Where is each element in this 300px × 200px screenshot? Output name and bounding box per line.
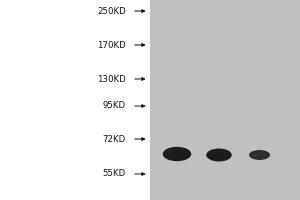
Ellipse shape	[163, 147, 191, 161]
Text: 250KD: 250KD	[97, 6, 126, 16]
Ellipse shape	[206, 148, 232, 162]
Text: 55KD: 55KD	[103, 170, 126, 178]
Bar	[150, 0, 300, 200]
Text: 170KD: 170KD	[97, 40, 126, 49]
Text: 72KD: 72KD	[103, 134, 126, 144]
Ellipse shape	[249, 150, 270, 160]
Text: 95KD: 95KD	[103, 102, 126, 110]
Text: 130KD: 130KD	[97, 74, 126, 84]
